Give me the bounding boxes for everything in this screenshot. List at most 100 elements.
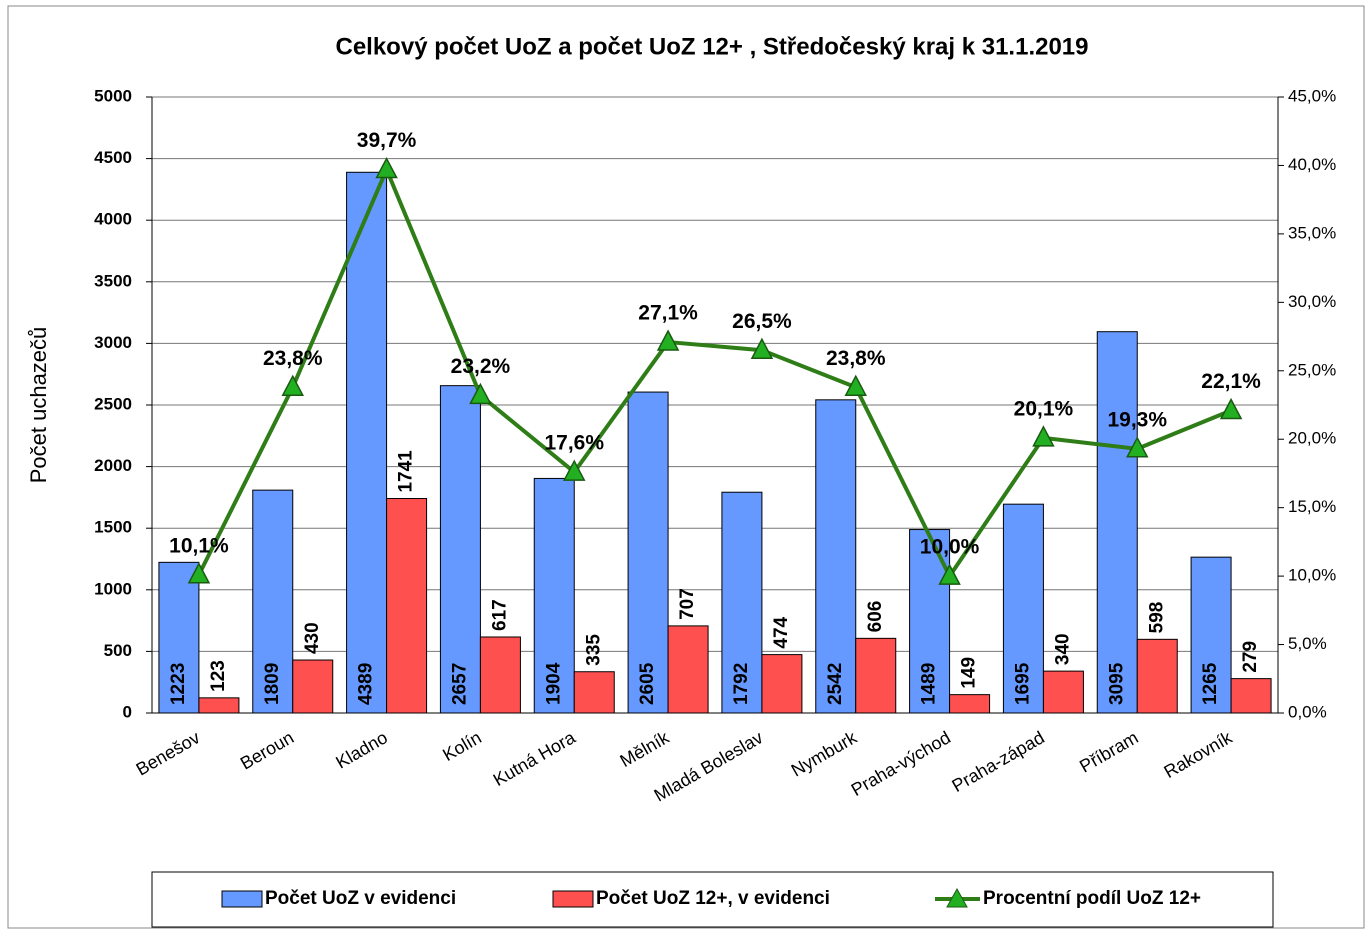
bar <box>346 171 388 714</box>
line-value-label: 19,3% <box>1107 408 1167 431</box>
y-tick-label: 3000 <box>94 333 132 352</box>
bar <box>533 477 575 714</box>
line-marker <box>187 562 211 584</box>
line-value-label: 23,8% <box>826 347 886 370</box>
bar <box>1190 556 1232 714</box>
legend-box <box>151 871 1274 928</box>
bar-value-label: 1489 <box>919 663 940 705</box>
line-marker <box>938 563 961 585</box>
line-marker <box>1219 397 1243 420</box>
y-tick-label: 3500 <box>94 271 132 290</box>
bar <box>252 489 294 714</box>
bar-value-label: 3095 <box>1106 662 1127 705</box>
bar-value-label: 1223 <box>168 663 189 705</box>
y2-tick-label: 20,0% <box>1288 429 1336 448</box>
legend-swatch <box>221 890 263 908</box>
bar-value-label: 149 <box>959 657 980 689</box>
y-tick-label: 2000 <box>94 456 132 475</box>
legend-marker <box>946 887 968 908</box>
y2-tick-label: 10,0% <box>1288 566 1336 585</box>
bar <box>627 391 669 714</box>
y-tick-label: 1500 <box>94 518 132 537</box>
line <box>197 164 1232 581</box>
bar-value-label: 340 <box>1052 633 1073 665</box>
line-value-label: 23,8% <box>263 347 323 370</box>
line-marker <box>281 374 304 396</box>
y-tick-label: 1000 <box>94 579 132 598</box>
line-value-label: 10,0% <box>920 536 980 559</box>
bar <box>198 697 240 714</box>
y2-tick-label: 0,0% <box>1288 702 1327 721</box>
bar <box>761 654 803 714</box>
bar <box>1096 331 1138 714</box>
bar-value-label: 617 <box>489 599 510 631</box>
bar-value-label: 598 <box>1146 602 1167 634</box>
bar <box>479 636 521 714</box>
bar-value-label: 474 <box>771 616 792 648</box>
bar-value-label: 606 <box>865 601 886 633</box>
bar <box>949 694 991 714</box>
legend-label: Procentní podíl UoZ 12+ <box>983 888 1201 909</box>
bar-value-label: 430 <box>302 622 323 654</box>
line-marker <box>469 382 492 405</box>
bar-value-label: 1265 <box>1200 662 1221 705</box>
bar-value-label: 1741 <box>396 450 417 493</box>
bar-value-label: 707 <box>677 588 698 620</box>
line-value-label: 17,6% <box>544 432 604 455</box>
y2-tick-label: 25,0% <box>1288 360 1336 379</box>
y-tick-label: 0 <box>123 702 132 721</box>
bar-value-label: 2605 <box>637 662 658 705</box>
legend-label: Počet UoZ v evidenci <box>265 888 456 909</box>
bar <box>1136 638 1178 714</box>
line-value-label: 10,1% <box>169 534 229 557</box>
bar-value-label: 4389 <box>356 663 377 705</box>
line-marker <box>844 374 867 396</box>
line-marker <box>563 459 586 481</box>
bar <box>386 498 428 714</box>
bar <box>439 385 481 714</box>
bar-value-label: 2542 <box>825 663 846 705</box>
bar-value-label: 1809 <box>262 663 283 705</box>
line-value-label: 20,1% <box>1014 397 1074 420</box>
bar <box>158 561 200 714</box>
legend-swatch <box>552 890 594 908</box>
bar <box>667 625 709 714</box>
y2-tick-label: 40,0% <box>1288 155 1336 174</box>
bar-value-label: 1792 <box>731 663 752 705</box>
line-marker <box>656 329 680 351</box>
y2-tick-label: 45,0% <box>1288 86 1336 105</box>
bar <box>855 637 897 714</box>
line-marker <box>1126 436 1149 458</box>
chart-title: Celkový počet UoZ a počet UoZ 12+ , Stře… <box>335 33 1088 60</box>
y-tick-label: 5000 <box>94 86 132 105</box>
line-value-label: 23,2% <box>451 355 511 378</box>
bar <box>292 659 334 714</box>
bar <box>721 491 763 714</box>
y2-tick-label: 5,0% <box>1288 634 1327 653</box>
y-tick-label: 4000 <box>94 210 132 229</box>
y-axis-label: Počet uchazečů <box>26 327 51 484</box>
line-marker <box>375 156 398 179</box>
bar-value-label: 279 <box>1240 641 1261 673</box>
bar-value-label: 335 <box>583 634 604 666</box>
y2-tick-label: 30,0% <box>1288 292 1336 311</box>
y-tick-label: 500 <box>104 641 132 660</box>
bar <box>815 399 857 714</box>
line-value-label: 22,1% <box>1201 370 1261 393</box>
bar-value-label: 123 <box>208 660 229 692</box>
line-marker <box>750 337 774 359</box>
line-value-label: 39,7% <box>357 129 417 152</box>
bar-value-label: 1904 <box>543 662 564 705</box>
y2-tick-label: 15,0% <box>1288 497 1336 516</box>
legend-label: Počet UoZ 12+, v evidenci <box>596 888 830 909</box>
bar <box>1042 670 1084 714</box>
line-value-label: 26,5% <box>732 310 792 333</box>
line-value-label: 27,1% <box>638 302 698 325</box>
bar <box>573 671 615 714</box>
bar-value-label: 1695 <box>1012 662 1033 705</box>
bar <box>1002 503 1044 714</box>
y2-tick-label: 35,0% <box>1288 223 1336 242</box>
bar-value-label: 2657 <box>449 663 470 705</box>
bar <box>1230 678 1272 714</box>
